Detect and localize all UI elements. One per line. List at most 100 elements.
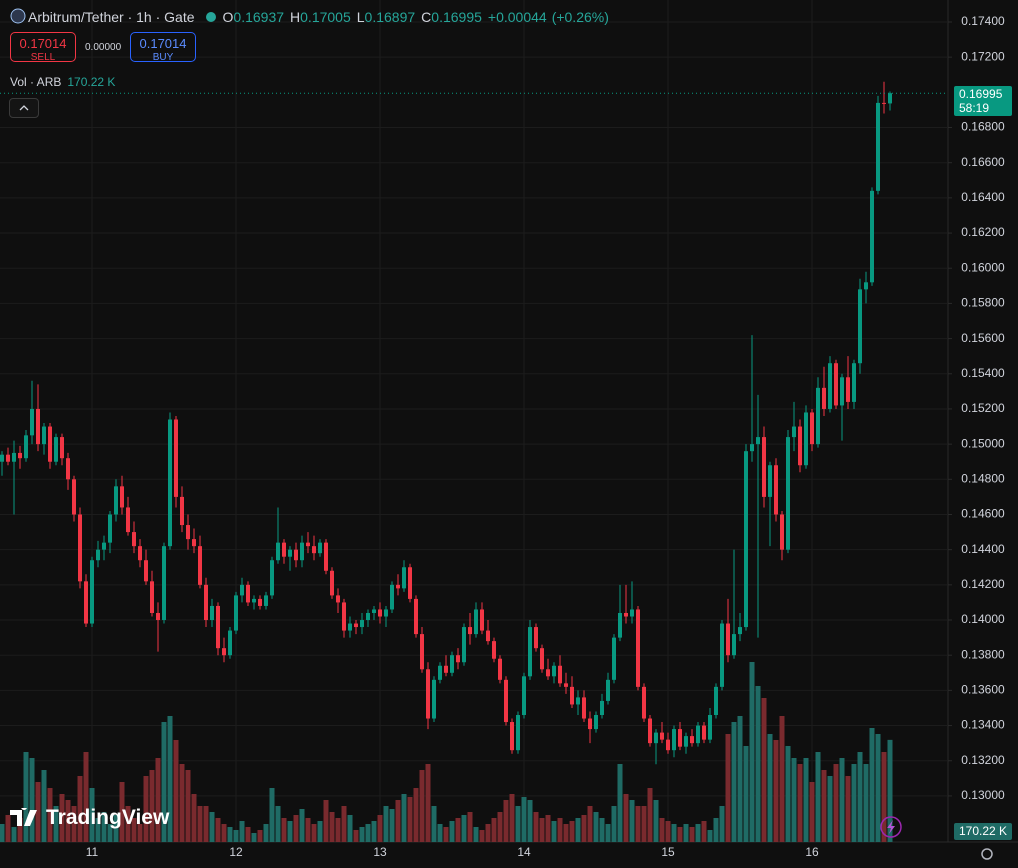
volume-bar <box>35 782 41 842</box>
settings-icon[interactable] <box>981 848 993 860</box>
x-tick-label: 14 <box>517 845 531 859</box>
candle-body <box>780 514 784 550</box>
volume-bar <box>53 806 59 842</box>
x-tick-label: 13 <box>373 845 387 859</box>
collapse-button[interactable] <box>9 98 39 118</box>
volume-bar <box>197 806 203 842</box>
volume-bar <box>269 788 275 842</box>
volume-bar <box>581 815 587 842</box>
candle-body <box>546 669 550 677</box>
brand-logo <box>10 808 37 826</box>
volume-bar <box>569 821 575 842</box>
sell-button[interactable]: 0.17014 SELL <box>10 32 76 63</box>
candle-body <box>702 725 706 740</box>
candle-body <box>432 679 436 719</box>
volume-bar <box>251 833 257 842</box>
candle-body <box>366 612 370 621</box>
candle-body <box>246 584 250 603</box>
symbol-logo <box>10 8 26 24</box>
volume-bar <box>731 722 737 842</box>
y-tick-label: 0.14600 <box>961 507 1005 521</box>
volume-bar <box>761 698 767 842</box>
volume-bar <box>881 752 887 842</box>
candle-body <box>264 595 268 606</box>
candle-body <box>216 605 220 649</box>
candle-body <box>576 697 580 705</box>
candle-body <box>528 627 532 677</box>
volume-bar <box>281 818 287 842</box>
candle-body <box>270 560 274 596</box>
volume-bar <box>875 734 881 842</box>
volume-bar <box>161 722 167 842</box>
candle-body <box>24 435 28 459</box>
volume-bar <box>173 740 179 842</box>
candle-body <box>588 718 592 730</box>
candle-body <box>30 408 34 436</box>
volume-value: 170.22 K <box>67 75 116 89</box>
volume-bar <box>677 827 683 842</box>
volume-bar <box>389 809 395 842</box>
candle-body <box>144 560 148 582</box>
candle-body <box>354 623 358 628</box>
buy-button[interactable]: 0.17014 BUY <box>130 32 196 63</box>
x-tick-label: 12 <box>229 845 243 859</box>
volume-bar <box>743 746 749 842</box>
candle-body <box>276 542 280 561</box>
candle-body <box>180 496 184 526</box>
candle-body <box>114 486 118 515</box>
volume-bar <box>665 821 671 842</box>
candle-body <box>294 549 298 561</box>
candle-body <box>738 627 742 635</box>
volume-bar <box>287 821 293 842</box>
candle-body <box>714 686 718 716</box>
candle-body <box>414 598 418 635</box>
candle-body <box>0 454 4 462</box>
candle-body <box>156 612 160 621</box>
volume-bar <box>641 806 647 842</box>
candle-body <box>6 454 10 462</box>
volume-bar <box>527 800 533 842</box>
symbol-title[interactable]: Arbitrum/Tether · 1h · Gate <box>28 9 195 25</box>
candle-body <box>480 609 484 631</box>
candle-body <box>18 452 22 459</box>
volume-bar <box>341 806 347 842</box>
candle-body <box>378 609 382 617</box>
volume-bar <box>317 821 323 842</box>
volume-bar <box>419 770 425 842</box>
brand-name: TradingView <box>46 806 170 829</box>
volume-bar <box>395 800 401 842</box>
volume-bar <box>155 758 161 842</box>
candle-body <box>762 437 766 497</box>
candle-body <box>810 412 814 445</box>
candle-body <box>192 539 196 547</box>
volume-bar <box>791 758 797 842</box>
sell-price: 0.17014 <box>19 36 67 51</box>
candle-body <box>822 387 826 409</box>
volume-bar <box>275 806 281 842</box>
candle-body <box>102 542 106 550</box>
candle-body <box>678 729 682 747</box>
candle-body <box>768 465 772 497</box>
volume-bar <box>101 812 107 842</box>
candle-body <box>474 609 478 635</box>
volume-bar <box>293 815 299 842</box>
candle-body <box>96 549 100 561</box>
alert-icon[interactable] <box>880 816 902 838</box>
volume-bar <box>137 824 143 842</box>
candle-body <box>282 542 286 557</box>
volume-bar <box>491 818 497 842</box>
volume-bar <box>599 818 605 842</box>
volume-bar <box>587 806 593 842</box>
y-tick-label: 0.13200 <box>961 753 1005 767</box>
candle-body <box>720 623 724 687</box>
candle-body <box>666 739 670 751</box>
candle-body <box>168 419 172 547</box>
volume-bar <box>887 739 893 842</box>
volume-bar <box>371 821 377 842</box>
candles <box>0 81 948 765</box>
volume-bar <box>227 827 233 842</box>
candle-body <box>90 560 94 624</box>
volume-bar <box>185 770 191 842</box>
volume-bar <box>815 752 821 842</box>
